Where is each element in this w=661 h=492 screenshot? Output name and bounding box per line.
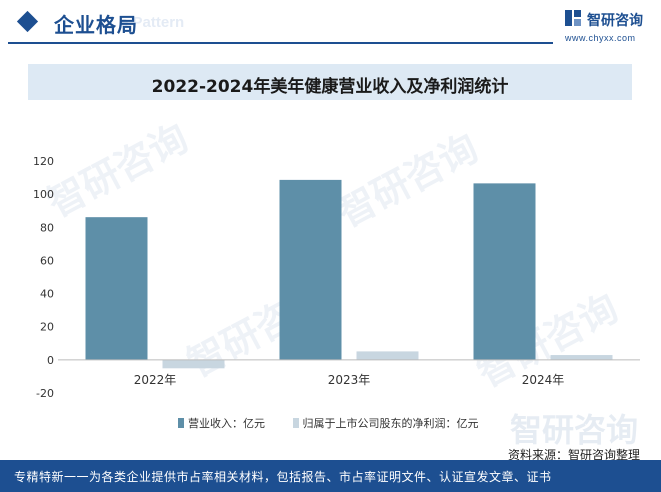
footer-banner: 专精特新一一为各类企业提供市占率相关材料，包括报告、市占率证明文件、认证宣发文章… [0, 460, 661, 492]
bar-net-profit [550, 355, 613, 360]
bar-net-profit [162, 359, 225, 369]
x-tick-label: 2023年 [328, 373, 371, 387]
logo-icon [565, 10, 581, 26]
y-tick-label: 0 [47, 354, 54, 367]
bar-revenue [85, 217, 148, 360]
legend-label-revenue: 营业收入：亿元 [188, 417, 265, 430]
chart-title-band: 2022-2024年美年健康营业收入及净利润统计 [28, 64, 632, 100]
x-tick-label: 2024年 [522, 373, 565, 387]
logo-url: www.chyxx.com [565, 33, 636, 43]
legend-swatch-net-profit [292, 418, 299, 428]
legend-swatch-revenue [178, 418, 184, 428]
source-note: 资料来源：智研咨询整理 [508, 448, 641, 462]
footer-text: 专精特新一一为各类企业提供市占率相关材料，包括报告、市占率证明文件、认证宣发文章… [14, 470, 552, 484]
header: e Pattern 企业格局 智研咨询 www.chyxx.com [0, 0, 661, 46]
y-tick-label: 20 [40, 321, 54, 334]
bar-revenue [473, 183, 536, 360]
y-tick-label: 80 [40, 221, 54, 234]
y-tick-label: 60 [40, 254, 54, 267]
header-divider [8, 42, 553, 44]
x-tick-label: 2022年 [134, 373, 177, 387]
page-title: 企业格局 [54, 13, 138, 37]
y-tick-label: 100 [33, 188, 54, 201]
y-tick-label: -20 [36, 387, 54, 400]
bar-revenue [279, 179, 342, 360]
legend-label-net-profit: 归属于上市公司股东的净利润：亿元 [302, 417, 479, 430]
legend-item-net-profit: 归属于上市公司股东的净利润：亿元 [292, 415, 479, 431]
header-watermark: e Pattern [120, 14, 185, 31]
legend-item-revenue: 营业收入：亿元 [178, 415, 265, 431]
bar-net-profit [356, 351, 419, 360]
y-tick-label: 40 [40, 288, 54, 301]
bar-chart: -20 0 20 40 60 80 100 120 2022年 2023年 2024年 [33, 155, 640, 400]
y-tick-label: 120 [33, 155, 54, 168]
chart-title: 2022-2024年美年健康营业收入及净利润统计 [151, 77, 509, 97]
chart-legend: 营业收入：亿元 归属于上市公司股东的净利润：亿元 [178, 415, 503, 431]
logo-text: 智研咨询 [587, 13, 643, 29]
